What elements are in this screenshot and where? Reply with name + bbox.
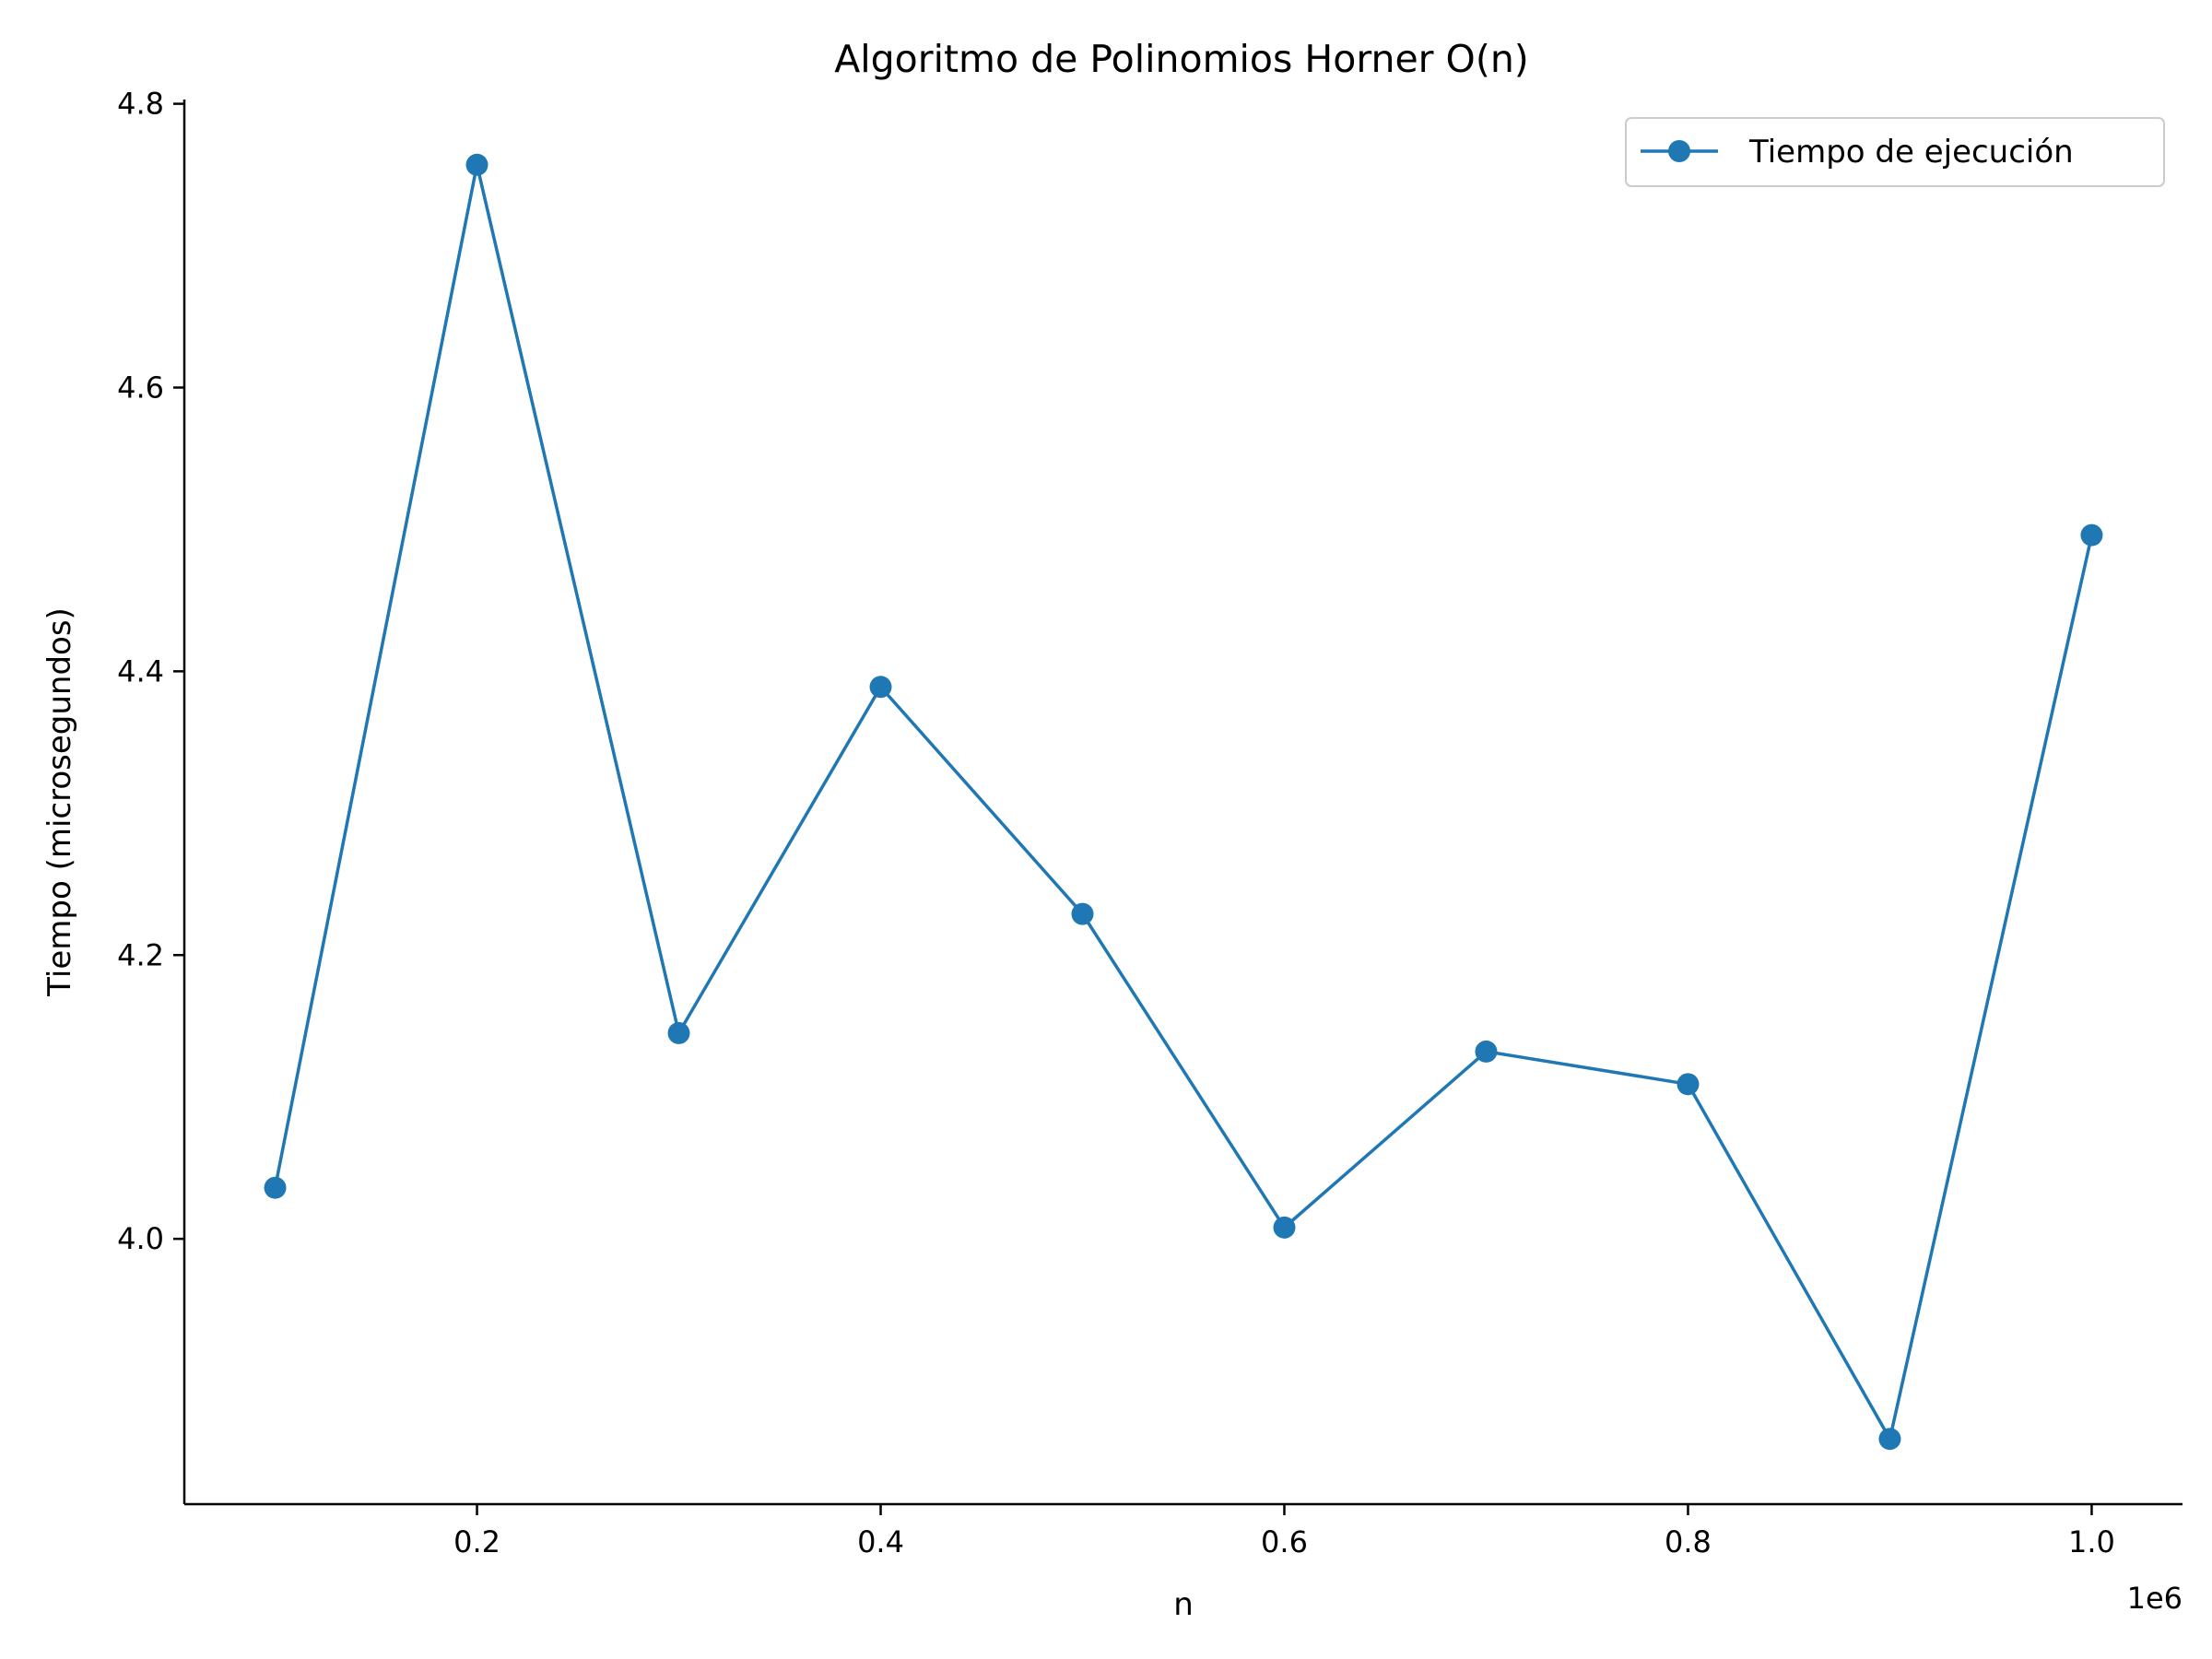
legend: Tiempo de ejecución (1625, 117, 2165, 187)
y-tick-label: 4.8 (117, 87, 164, 122)
x-axis-title: n (1173, 1586, 1194, 1623)
axes (182, 100, 2183, 1506)
y-tick-label: 4.2 (117, 937, 164, 972)
y-axis-title: Tiempo (microsegundos) (41, 607, 78, 997)
data-point (264, 1176, 287, 1199)
data-point (1475, 1040, 1498, 1063)
series-layer (264, 153, 2103, 1451)
data-point (1273, 1216, 1296, 1239)
x-tick-label: 0.2 (453, 1524, 500, 1559)
data-point (869, 676, 892, 699)
y-tick-label: 4.6 (117, 370, 164, 405)
x-tick-label: 0.4 (857, 1524, 904, 1559)
series-line (273, 163, 2094, 1441)
x-axis-offset-label: 1e6 (2127, 1581, 2183, 1616)
x-ticks: 0.2 0.4 0.6 0.8 1.0 (453, 1504, 2115, 1559)
legend-frame (1625, 117, 2165, 187)
y-tick-label: 4.0 (117, 1221, 164, 1256)
data-point (1878, 1428, 1901, 1451)
legend-entry-label: Tiempo de ejecución (1748, 134, 2074, 171)
legend-marker-swatch (1668, 140, 1690, 162)
chart-title: Algoritmo de Polinomios Horner O(n) (834, 37, 1529, 81)
data-point (465, 153, 488, 176)
data-point (1677, 1073, 1700, 1096)
data-point (1071, 902, 1094, 925)
y-ticks: 4.0 4.2 4.4 4.6 4.8 (117, 87, 184, 1256)
x-tick-label: 1.0 (2068, 1524, 2115, 1559)
data-point (667, 1021, 690, 1044)
data-point (2080, 524, 2103, 547)
y-tick-label: 4.4 (117, 653, 164, 688)
x-tick-label: 0.6 (1261, 1524, 1308, 1559)
x-tick-label: 0.8 (1665, 1524, 1712, 1559)
